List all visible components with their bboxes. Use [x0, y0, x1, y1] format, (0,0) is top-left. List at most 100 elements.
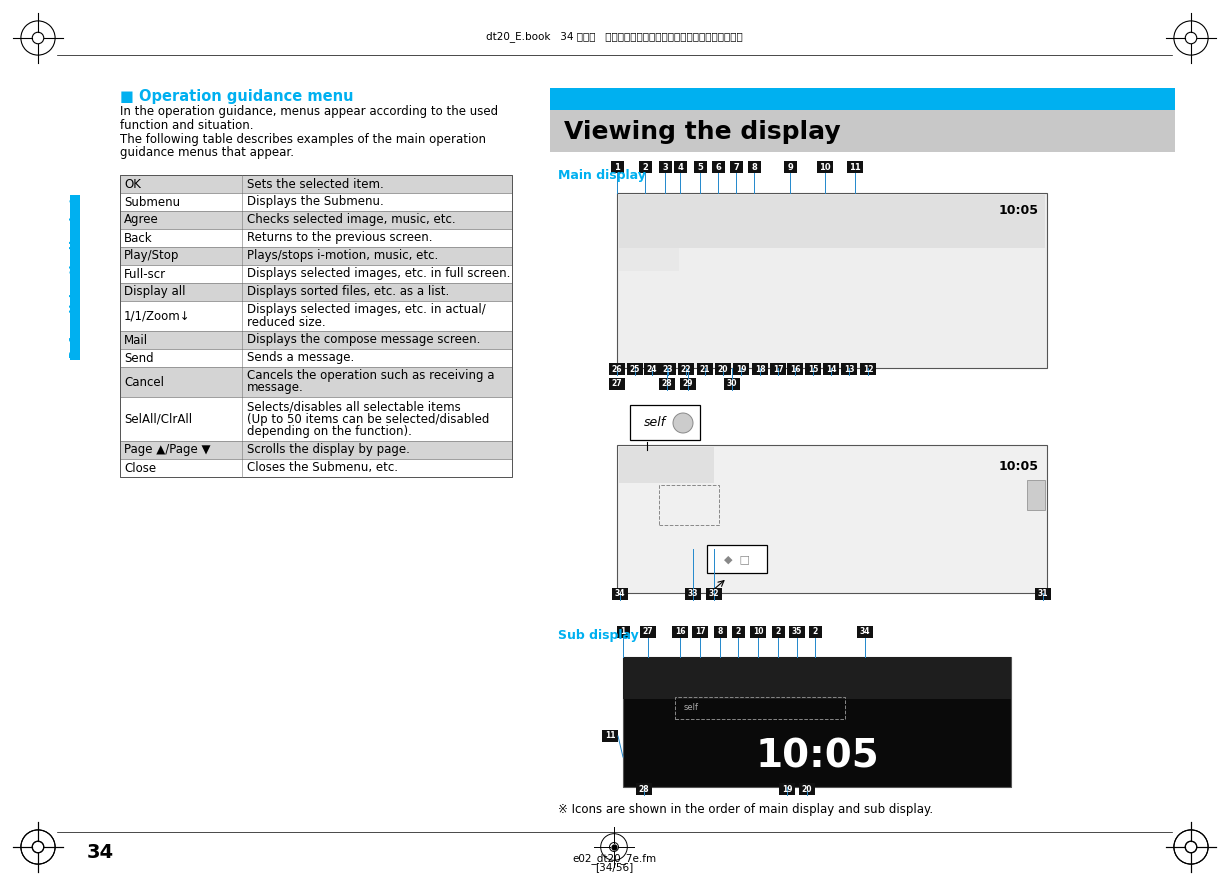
Text: 13: 13 — [844, 365, 854, 373]
Text: Selects/disables all selectable items: Selects/disables all selectable items — [247, 401, 461, 413]
Bar — [612, 588, 628, 600]
Text: message.: message. — [247, 381, 304, 395]
Text: 31: 31 — [1037, 589, 1048, 598]
Circle shape — [673, 413, 693, 433]
Bar — [715, 363, 731, 375]
Text: reduced size.: reduced size. — [247, 315, 326, 328]
Bar — [617, 445, 1047, 593]
Bar — [772, 626, 784, 638]
Bar — [705, 588, 721, 600]
Bar — [120, 441, 512, 459]
Text: 16: 16 — [790, 365, 800, 373]
Text: 4: 4 — [677, 163, 683, 172]
Text: Play/Stop: Play/Stop — [124, 250, 179, 263]
Bar — [805, 363, 821, 375]
Text: Viewing the display: Viewing the display — [564, 120, 841, 144]
Text: 22: 22 — [681, 365, 691, 373]
Text: function and situation.: function and situation. — [120, 119, 253, 132]
Bar — [817, 161, 833, 173]
Bar — [623, 657, 1011, 787]
Text: 20: 20 — [718, 365, 729, 373]
Bar — [120, 283, 512, 301]
Bar — [673, 161, 687, 173]
Text: Closes the Submenu, etc.: Closes the Submenu, etc. — [247, 461, 398, 474]
Text: (Up to 50 items can be selected/disabled: (Up to 50 items can be selected/disabled — [247, 412, 489, 426]
Text: Displays selected images, etc. in actual/: Displays selected images, etc. in actual… — [247, 304, 485, 317]
Text: Send: Send — [124, 351, 154, 365]
Text: dt20_E.book   34 ページ   ２００７年１２月１２日　水曜日　午後２時３分: dt20_E.book 34 ページ ２００７年１２月１２日 水曜日 午後２時３… — [485, 32, 742, 42]
Text: 17: 17 — [694, 627, 705, 636]
Text: Plays/stops i-motion, music, etc.: Plays/stops i-motion, music, etc. — [247, 250, 439, 263]
Bar — [623, 657, 1011, 699]
Bar — [724, 378, 740, 390]
Bar — [659, 161, 671, 173]
Text: 10:05: 10:05 — [755, 738, 879, 776]
Text: 24: 24 — [646, 365, 658, 373]
Text: 14: 14 — [826, 365, 836, 373]
Text: 7: 7 — [734, 163, 739, 172]
Text: 28: 28 — [639, 784, 649, 794]
Bar — [120, 229, 512, 247]
Text: 2: 2 — [812, 627, 817, 636]
Text: 21: 21 — [699, 365, 710, 373]
Text: 20: 20 — [801, 784, 812, 794]
Bar — [120, 247, 512, 265]
Bar — [787, 363, 803, 375]
Bar — [602, 730, 618, 742]
Text: Displays the compose message screen.: Displays the compose message screen. — [247, 334, 481, 347]
Bar — [730, 161, 742, 173]
Bar — [771, 363, 787, 375]
Bar — [675, 697, 846, 719]
Bar — [712, 161, 725, 173]
Text: OK: OK — [124, 178, 141, 190]
Bar — [660, 363, 676, 375]
Bar — [120, 349, 512, 367]
Text: 35: 35 — [791, 627, 803, 636]
Bar — [551, 110, 1175, 152]
Text: Sub display: Sub display — [558, 628, 639, 642]
Text: Close: Close — [124, 461, 156, 474]
Bar — [731, 626, 745, 638]
Text: Back: Back — [124, 232, 152, 244]
Bar — [70, 195, 80, 360]
Bar — [640, 626, 656, 638]
Bar — [1035, 588, 1051, 600]
Text: 33: 33 — [688, 589, 698, 598]
Text: Display all: Display all — [124, 286, 186, 298]
Bar — [692, 626, 708, 638]
Text: 11: 11 — [849, 163, 860, 172]
Text: 1: 1 — [621, 627, 626, 636]
Bar — [120, 331, 512, 349]
Text: 16: 16 — [675, 627, 686, 636]
Text: 34: 34 — [860, 627, 870, 636]
Bar — [672, 626, 688, 638]
Text: 11: 11 — [605, 732, 616, 741]
Text: 32: 32 — [709, 589, 719, 598]
Text: 10:05: 10:05 — [999, 204, 1039, 218]
Bar — [617, 193, 1047, 368]
Bar — [619, 195, 1045, 248]
Bar — [639, 161, 651, 173]
Text: 5: 5 — [697, 163, 703, 172]
Bar — [732, 363, 748, 375]
Text: self: self — [644, 417, 666, 429]
Text: The following table describes examples of the main operation: The following table describes examples o… — [120, 133, 485, 145]
Bar — [120, 397, 512, 441]
Bar — [120, 265, 512, 283]
Bar — [752, 363, 768, 375]
Text: Scrolls the display by page.: Scrolls the display by page. — [247, 443, 410, 457]
Bar — [610, 363, 626, 375]
Text: Mail: Mail — [124, 334, 149, 347]
Text: depending on the function).: depending on the function). — [247, 425, 412, 437]
Text: 23: 23 — [662, 365, 673, 373]
Text: Main display: Main display — [558, 168, 646, 181]
Text: ◆  □: ◆ □ — [724, 554, 750, 564]
Text: ※ Icons are shown in the order of main display and sub display.: ※ Icons are shown in the order of main d… — [558, 804, 933, 817]
Text: 34: 34 — [86, 843, 113, 861]
Text: 19: 19 — [782, 784, 793, 794]
Bar — [551, 88, 1175, 110]
Bar — [617, 626, 629, 638]
Text: 6: 6 — [715, 163, 721, 172]
Text: Returns to the previous screen.: Returns to the previous screen. — [247, 232, 433, 244]
Bar — [678, 363, 694, 375]
